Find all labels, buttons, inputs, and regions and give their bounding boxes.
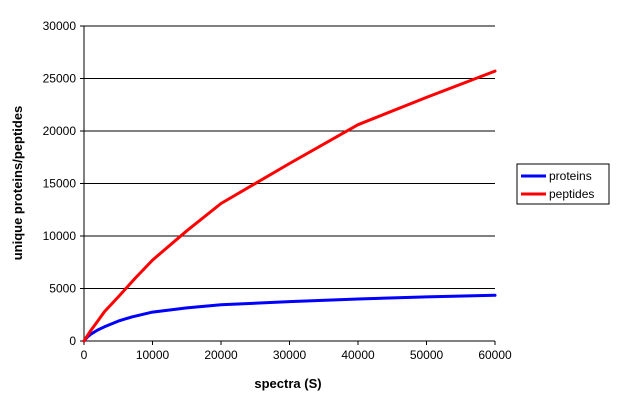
x-tick-label: 10000 [136, 348, 170, 362]
gridlines [84, 25, 495, 289]
x-tick-label: 60000 [478, 348, 512, 362]
x-axis-title: spectra (S) [254, 376, 321, 391]
legend-label-peptides: peptides [549, 187, 594, 201]
x-tick-label: 40000 [341, 348, 375, 362]
y-tick-label: 15000 [43, 177, 77, 191]
x-tick-label: 30000 [273, 348, 307, 362]
y-tick-label: 0 [69, 334, 76, 348]
y-tick-label: 10000 [43, 229, 77, 243]
legend-items: proteins peptides [521, 169, 594, 201]
series-line-proteins [82, 293, 497, 343]
tick-labels: 0 5000 10000 15000 20000 25000 30000 0 10000 2000… [43, 19, 512, 362]
y-tick-label: 25000 [43, 72, 77, 86]
x-tick-label: 20000 [204, 348, 238, 362]
axes [80, 25, 496, 345]
y-tick-label: 30000 [43, 19, 77, 33]
legend-box [516, 163, 610, 205]
x-tick-label: 50000 [410, 348, 444, 362]
legend-label-proteins: proteins [549, 169, 592, 183]
y-axis-title: unique proteins/peptides [10, 106, 25, 261]
series-lines [82, 69, 497, 343]
series-line-peptides [82, 69, 497, 343]
y-tick-label: 20000 [43, 124, 77, 138]
x-tick-label: 0 [81, 348, 88, 362]
y-tick-label: 5000 [49, 282, 76, 296]
legend: proteins peptides [516, 163, 610, 205]
